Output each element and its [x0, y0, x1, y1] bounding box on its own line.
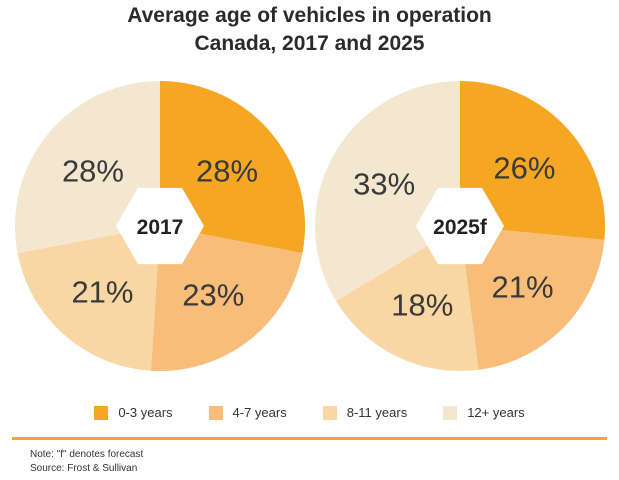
- legend-swatch-12-plus: [443, 405, 458, 420]
- footer-divider: [12, 437, 607, 440]
- note-forecast: Note: "f" denotes forecast: [30, 449, 144, 460]
- legend-label-0-3: 0-3 years: [118, 405, 173, 420]
- center-badge-label-0: 2017: [137, 216, 184, 239]
- legend-item-0-3: 0-3 years: [94, 405, 173, 420]
- legend-swatch-0-3: [94, 405, 109, 420]
- legend-item-12-plus: 12+ years: [443, 405, 525, 420]
- slice-label-1-0-3: 26%: [493, 151, 555, 186]
- slice-label-0-12-plus: 28%: [62, 154, 124, 189]
- note-source: Source: Frost & Sullivan: [30, 463, 138, 474]
- legend-swatch-8-11: [322, 405, 337, 420]
- pie-slice-0-8-11: [17, 226, 161, 371]
- pie-chart-0: 28% 23% 21% 28% 2017: [14, 81, 305, 371]
- slice-label-1-4-7: 21%: [491, 270, 553, 305]
- legend-label-8-11: 8-11 years: [346, 405, 408, 420]
- chart-title-line1: Average age of vehicles in operation: [127, 4, 492, 27]
- legend-item-8-11: 8-11 years: [322, 405, 408, 420]
- pie-slice-0-0-3: [160, 81, 305, 254]
- pie-slice-1-0-3: [460, 81, 605, 240]
- slice-label-0-4-7: 23%: [182, 278, 244, 313]
- pie-charts: 28% 23% 21% 28% 2017 26% 21% 18% 33% 2025f: [14, 81, 605, 371]
- pie-slice-0-4-7: [150, 226, 303, 371]
- center-badge-label-1: 2025f: [433, 216, 488, 239]
- slice-label-0-8-11: 21%: [71, 274, 133, 309]
- pie-chart-1: 26% 21% 18% 33% 2025f: [315, 81, 605, 371]
- slice-label-1-12-plus: 33%: [353, 166, 415, 201]
- legend: 0-3 years 4-7 years 8-11 years 12+ years: [0, 405, 619, 420]
- center-badge-0: [116, 187, 204, 265]
- legend-swatch-4-7: [208, 405, 223, 420]
- pie-slice-1-4-7: [460, 226, 605, 370]
- legend-item-4-7: 4-7 years: [208, 405, 287, 420]
- chart-title: Average age of vehicles in operation Can…: [0, 2, 619, 58]
- center-badge-1: [416, 187, 504, 265]
- pie-slice-0-12-plus: [14, 81, 160, 254]
- pie-slice-1-12-plus: [315, 81, 460, 302]
- legend-label-4-7: 4-7 years: [232, 405, 287, 420]
- slice-label-0-0-3: 28%: [196, 154, 258, 189]
- footnotes: Note: "f" denotes forecast Source: Frost…: [30, 448, 143, 476]
- legend-label-12-plus: 12+ years: [467, 405, 525, 420]
- slice-label-1-8-11: 18%: [391, 287, 453, 322]
- chart-title-line2: Canada, 2017 and 2025: [194, 32, 425, 55]
